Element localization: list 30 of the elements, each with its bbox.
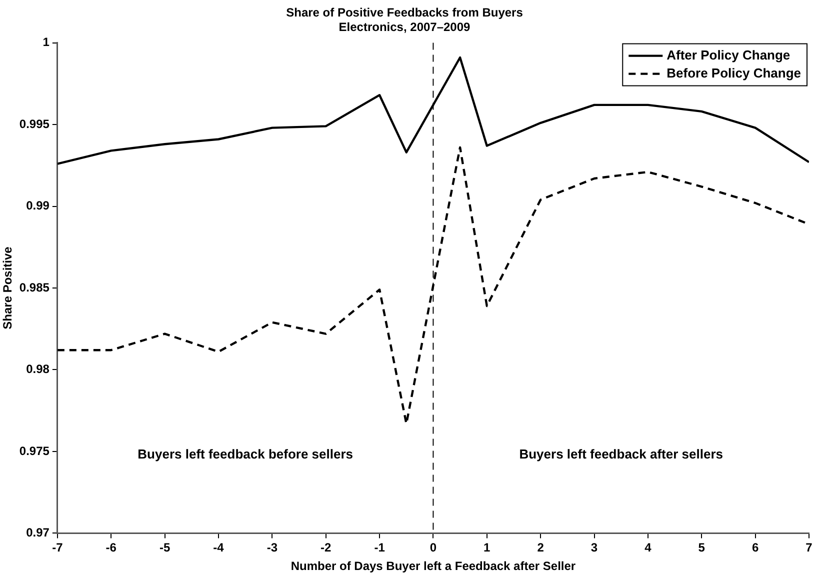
y-tick-label: 0.975 xyxy=(19,444,50,458)
y-tick-label: 1 xyxy=(42,35,50,50)
y-tick-label: 0.97 xyxy=(26,526,50,540)
y-axis-title: Share Positive xyxy=(0,246,15,330)
x-tick-label: 7 xyxy=(806,540,813,555)
x-tick-label: 4 xyxy=(644,540,652,555)
x-tick-label: 5 xyxy=(698,540,706,555)
x-tick-label: -3 xyxy=(266,540,278,555)
x-tick-label: 6 xyxy=(752,540,759,555)
x-tick-label: 1 xyxy=(484,540,491,555)
y-tick-label: 0.985 xyxy=(19,280,50,294)
x-tick-label: 2 xyxy=(537,540,544,555)
chart-title: Share of Positive Feedbacks from Buyers xyxy=(286,6,524,20)
y-tick-label: 0.995 xyxy=(19,116,50,131)
legend-label: Before Policy Change xyxy=(666,65,802,80)
x-tick-label: -2 xyxy=(320,540,332,555)
x-tick-label: 0 xyxy=(430,540,437,555)
x-axis-title: Number of Days Buyer left a Feedback after Seller xyxy=(290,559,576,574)
y-tick-label: 0.98 xyxy=(26,362,50,376)
x-tick-label: -5 xyxy=(159,540,170,555)
x-tick-label: -6 xyxy=(106,540,117,555)
legend-label: After Policy Change xyxy=(666,47,790,62)
x-tick-label: 3 xyxy=(590,540,598,555)
annotation: Buyers left feedback before sellers xyxy=(138,446,353,462)
x-tick-label: -4 xyxy=(213,540,224,555)
y-tick-label: 0.99 xyxy=(26,198,50,213)
chart-subtitle: Electronics, 2007–2009 xyxy=(338,20,471,34)
annotation: Buyers left feedback after sellers xyxy=(519,446,723,462)
x-tick-label: -7 xyxy=(52,540,64,555)
x-tick-label: -1 xyxy=(374,540,386,555)
